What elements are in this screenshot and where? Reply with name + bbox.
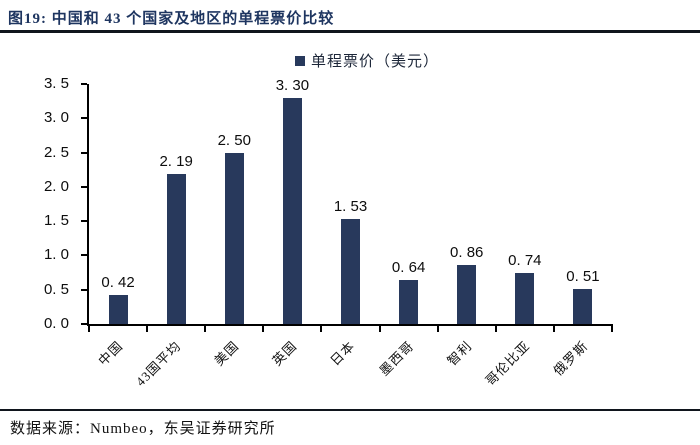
- x-axis-tick: [146, 324, 149, 332]
- bar: [399, 280, 419, 324]
- bar: [515, 273, 535, 324]
- chart-legend: 单程票价（美元）: [17, 50, 700, 71]
- legend-square-icon: [294, 55, 305, 66]
- bar: [108, 295, 128, 324]
- bar: [341, 219, 360, 324]
- y-axis-tick-label: 3. 0: [43, 109, 69, 127]
- x-axis-tick: [320, 324, 323, 332]
- bar: [166, 173, 186, 324]
- y-axis-tick-label: 0. 0: [43, 315, 69, 332]
- y-axis-tick-label: 1. 0: [43, 246, 69, 264]
- x-axis-tick: [552, 324, 555, 332]
- y-axis-tick: [81, 185, 87, 188]
- bar-value-label: 0. 42: [101, 274, 135, 292]
- bar-value-label: 2. 19: [159, 152, 193, 170]
- x-axis-tick: [378, 324, 381, 332]
- bar: [573, 289, 593, 324]
- y-axis-tick: [81, 288, 87, 291]
- figure-title: 图19: 中国和 43 个国家及地区的单程票价比较: [8, 11, 335, 27]
- bar-value-label: 0. 51: [566, 268, 600, 286]
- bar-value-label: 2. 50: [217, 131, 251, 149]
- bar-value-label: 0. 64: [391, 259, 426, 277]
- x-axis-tick: [204, 324, 207, 332]
- x-axis-tick: [262, 324, 265, 332]
- data-source-note: 数据来源：Numbeo，东吴证券研究所: [10, 421, 276, 437]
- x-axis-category-label: 俄罗斯: [550, 338, 591, 379]
- y-axis-tick-label: 1. 5: [43, 212, 69, 230]
- legend-label: 单程票价（美元）: [310, 54, 439, 70]
- x-axis-category-label: 日本: [327, 338, 359, 369]
- y-axis-tick-label: 2. 5: [43, 143, 69, 161]
- x-axis-tick: [611, 324, 613, 332]
- x-axis-tick: [436, 324, 439, 332]
- x-axis-category-label: 英国: [269, 338, 301, 369]
- y-axis-tick: [81, 151, 87, 154]
- x-axis-category-label: 43国平均: [132, 338, 184, 390]
- x-axis-tick: [494, 324, 497, 332]
- bar: [224, 152, 244, 324]
- y-axis-tick-label: 2. 0: [43, 177, 69, 195]
- y-axis-tick: [81, 323, 87, 325]
- footer-divider: [0, 409, 700, 411]
- x-axis-category-label: 中国: [95, 338, 126, 369]
- y-axis-tick: [81, 254, 87, 257]
- x-axis-tick: [88, 324, 90, 332]
- y-axis-tick: [81, 220, 87, 223]
- bar-value-label: 3. 30: [275, 76, 310, 94]
- x-axis-category-label: 智利: [444, 338, 475, 369]
- y-axis-tick: [81, 117, 87, 120]
- plot-area: 0. 0 0. 5 1. 0 1. 5 2. 0 2. 5 3. 0 3. 5 0. 42 中国 2…: [44, 75, 613, 389]
- bar: [457, 265, 477, 324]
- bar-value-label: 1. 53: [333, 198, 368, 216]
- y-axis-tick-label: 3. 5: [43, 75, 69, 92]
- title-divider: [0, 30, 700, 33]
- x-axis-category-label: 墨西哥: [376, 338, 417, 379]
- bar: [282, 97, 302, 324]
- y-axis-tick-label: 0. 5: [43, 280, 69, 298]
- bar-value-label: 0. 86: [450, 244, 484, 262]
- x-axis-category-label: 美国: [211, 338, 243, 369]
- x-axis-category-label: 哥伦比亚: [482, 338, 533, 389]
- y-axis-tick: [81, 83, 87, 85]
- bar-value-label: 0. 74: [508, 252, 542, 270]
